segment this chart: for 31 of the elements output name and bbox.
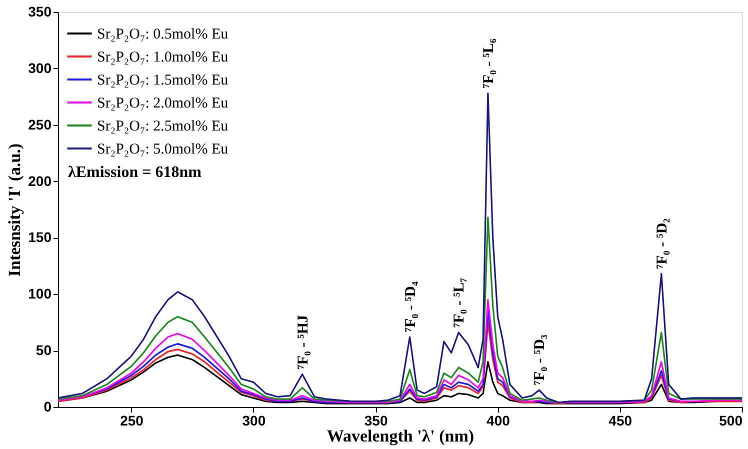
annotation: ⁷F₀ - ⁵D₄ bbox=[402, 281, 419, 332]
y-tick-label: 100 bbox=[28, 286, 52, 302]
y-tick-label: 300 bbox=[28, 60, 52, 76]
x-tick-label: 450 bbox=[608, 412, 632, 428]
y-tick-label: 0 bbox=[44, 398, 52, 414]
x-tick-label: 350 bbox=[364, 412, 388, 428]
annotation: ⁷F₀ - ⁵D₃ bbox=[532, 334, 548, 386]
y-tick-label: 200 bbox=[28, 172, 52, 189]
x-tick-label: 500 bbox=[719, 412, 743, 428]
annotation: ⁷F₀ - ⁵D₂ bbox=[654, 218, 670, 269]
annotation: ⁷F₀ - ⁵L₇ bbox=[452, 277, 468, 328]
legend-label: Sr₂P₂O₇: 0.5mol% Eu bbox=[97, 26, 229, 42]
y-tick-label: 350 bbox=[28, 4, 52, 20]
legend-label: Sr₂P₂O₇: 2.5mol% Eu bbox=[97, 118, 229, 134]
annotation: ⁷F₀ - ⁵HJ bbox=[295, 314, 312, 370]
legend-label: Sr₂P₂O₇: 5.0mol% Eu bbox=[97, 142, 229, 158]
x-tick-label: 250 bbox=[120, 412, 144, 428]
x-axis-title: Wavelength 'λ' (nm) bbox=[326, 426, 474, 446]
y-axis-title: Intesnsity 'I' (a.u.) bbox=[5, 143, 24, 277]
legend-label: Sr₂P₂O₇: 1.5mol% Eu bbox=[97, 72, 229, 88]
annotation: λEmission = 618nm bbox=[68, 164, 202, 181]
y-tick-label: 250 bbox=[28, 116, 52, 132]
legend-label: Sr₂P₂O₇: 2.0mol% Eu bbox=[97, 96, 229, 112]
x-tick-label: 400 bbox=[486, 412, 510, 428]
x-tick-label: 300 bbox=[242, 412, 266, 428]
annotation: ⁷F₀ - ⁵L₆ bbox=[480, 38, 497, 88]
y-tick-label: 150 bbox=[28, 229, 52, 246]
line-series bbox=[57, 216, 743, 404]
y-tick-label: 50 bbox=[36, 342, 52, 358]
line-series bbox=[57, 92, 743, 404]
legend-label: Sr₂P₂O₇: 1.0mol% Eu bbox=[97, 50, 229, 66]
